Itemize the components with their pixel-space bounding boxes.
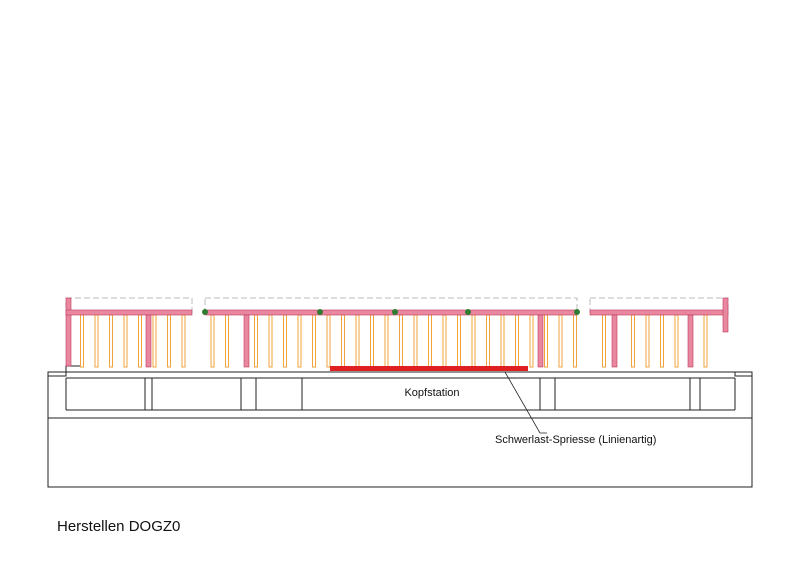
connector <box>317 309 323 315</box>
prop <box>326 314 331 368</box>
prop <box>312 314 316 368</box>
prop <box>370 314 374 368</box>
connectors <box>202 309 580 315</box>
connector <box>465 309 471 315</box>
prop <box>283 314 287 368</box>
prop <box>355 314 360 368</box>
column <box>537 314 544 368</box>
prop <box>515 314 519 368</box>
end-wall <box>65 297 72 367</box>
prop <box>544 314 548 368</box>
prop <box>268 314 273 368</box>
base-structure <box>47 365 753 488</box>
prop <box>602 314 606 368</box>
prop <box>181 314 186 368</box>
left-notch <box>47 365 80 377</box>
prop <box>558 314 563 368</box>
prop <box>428 314 432 368</box>
prop <box>413 314 418 368</box>
prop <box>674 314 679 368</box>
prop <box>703 314 708 368</box>
column <box>243 314 250 368</box>
right-notch <box>734 372 752 377</box>
prop <box>167 314 171 368</box>
connector <box>574 309 580 315</box>
beam <box>204 309 578 316</box>
prop <box>660 314 664 368</box>
caption: Herstellen DOGZ0 <box>57 518 180 535</box>
prop <box>442 314 447 368</box>
prop <box>80 314 84 368</box>
prop <box>94 314 99 368</box>
prop <box>529 314 534 368</box>
prop <box>457 314 461 368</box>
end-wall <box>722 297 729 333</box>
beam <box>65 309 193 316</box>
connector <box>392 309 398 315</box>
prop <box>631 314 635 368</box>
beam <box>589 309 729 316</box>
prop <box>384 314 389 368</box>
prop <box>254 314 258 368</box>
connector <box>202 309 208 315</box>
base-outline <box>47 371 753 488</box>
column <box>687 314 694 368</box>
prop <box>225 314 229 368</box>
column <box>145 314 152 368</box>
props-label: Schwerlast-Spriesse (Linienartig) <box>495 434 656 446</box>
station-label: Kopfstation <box>404 387 459 399</box>
prop <box>123 314 128 368</box>
prop <box>341 314 345 368</box>
leader-line <box>504 371 547 434</box>
prop <box>297 314 302 368</box>
prop <box>152 314 157 368</box>
heavy-props-strip <box>330 366 528 371</box>
prop <box>486 314 490 368</box>
prop <box>210 314 215 368</box>
column <box>611 314 618 368</box>
prop <box>645 314 650 368</box>
prop <box>471 314 476 368</box>
beams <box>65 297 729 368</box>
prop <box>138 314 142 368</box>
prop <box>399 314 403 368</box>
prop <box>573 314 577 368</box>
prop <box>500 314 505 368</box>
prop <box>109 314 113 368</box>
